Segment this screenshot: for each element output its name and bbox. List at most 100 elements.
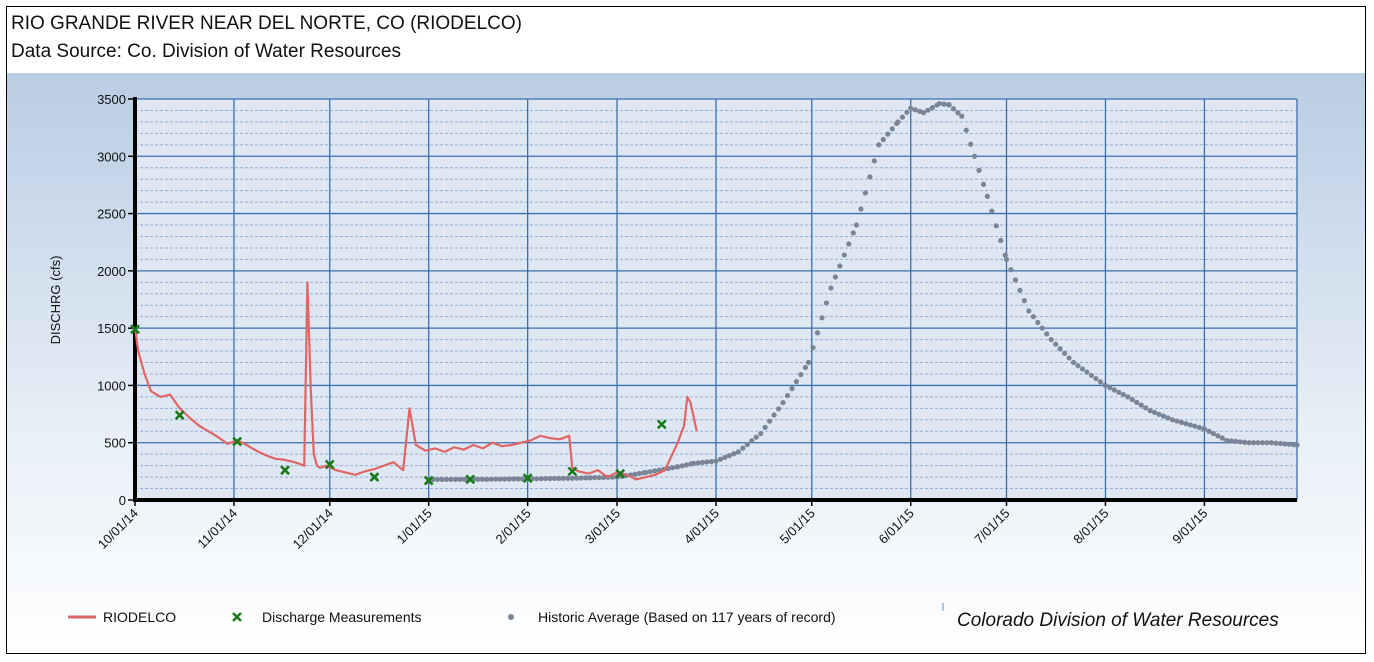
historic-average-point	[695, 460, 701, 466]
marker-stroke	[130, 324, 140, 335]
historic-average-point	[1107, 385, 1113, 391]
historic-average-point	[592, 475, 598, 481]
historic-average-point	[652, 468, 658, 474]
riodelco-line	[133, 281, 698, 481]
historic-average-point	[1026, 308, 1032, 314]
historic-average-point	[1116, 389, 1122, 395]
historic-average-point	[963, 127, 969, 133]
historic-average-point	[1160, 413, 1167, 419]
historic-average-point	[1147, 408, 1153, 414]
historic-average-point	[574, 475, 580, 481]
historic-average-point	[749, 438, 755, 444]
historic-average-point	[1277, 440, 1283, 447]
historic-average-point	[1002, 252, 1008, 258]
discharge-measurement-marker	[130, 324, 140, 335]
historic-average-point	[1228, 438, 1234, 444]
historic-average-point	[1097, 379, 1103, 385]
historic-average-point	[1125, 394, 1131, 400]
historic-average-point	[762, 424, 768, 430]
historic-average-point	[708, 458, 715, 465]
historic-average-point	[1044, 331, 1050, 337]
historic-average-point	[828, 285, 834, 291]
chart-subtitle: Data Source: Co. Division of Water Resou…	[11, 41, 402, 62]
historic-average-point	[551, 475, 558, 482]
historic-average-point	[435, 476, 441, 482]
historic-average-point	[647, 469, 653, 475]
historic-average-point	[837, 263, 843, 269]
historic-average-point	[1057, 346, 1063, 352]
historic-average-point	[784, 392, 791, 399]
y-axis-label: DISCHRG (cfs)	[48, 256, 63, 345]
historic-average-point	[853, 222, 860, 228]
historic-average-point	[858, 206, 864, 212]
historic-average-point	[484, 476, 490, 482]
historic-average-point	[1224, 437, 1230, 444]
marker-stroke	[423, 475, 434, 486]
historic-average-point	[895, 119, 901, 125]
historic-average-point	[789, 385, 795, 392]
historic-average-point	[1084, 369, 1090, 375]
y-tick-label: 0	[119, 493, 126, 508]
historic-average-point	[802, 364, 808, 371]
historic-average-point	[587, 475, 593, 481]
discharge-measurement-marker	[423, 475, 434, 486]
y-tick-label: 2500	[97, 207, 126, 222]
historic-average-point	[556, 475, 562, 482]
historic-average-point	[832, 274, 838, 280]
historic-average-point	[1268, 440, 1275, 446]
historic-average-point	[1156, 411, 1162, 417]
historic-average-point	[1053, 341, 1059, 347]
historic-average-point	[1255, 440, 1261, 446]
historic-average-point	[950, 106, 957, 112]
historic-average-point	[1178, 419, 1185, 425]
historic-average-point	[1215, 433, 1221, 439]
historic-average-point	[989, 208, 995, 214]
discharge-measurement-marker	[465, 474, 476, 485]
historic-average-point	[971, 153, 978, 159]
historic-average-point	[1012, 277, 1019, 283]
historic-average-point	[636, 470, 642, 477]
y-tick-label: 1500	[97, 321, 126, 336]
historic-average-point	[583, 475, 589, 481]
historic-average-point	[1134, 399, 1140, 405]
marker-stroke	[567, 466, 578, 477]
y-tick-label: 2000	[97, 264, 126, 279]
discharge-measurement-marker	[567, 466, 578, 477]
historic-average-point	[1062, 350, 1068, 356]
historic-average-point	[502, 476, 508, 482]
legend-measurements-label: Discharge Measurements	[262, 609, 422, 625]
historic-average-point	[717, 456, 724, 462]
marker-stroke	[174, 410, 185, 421]
historic-average-point	[846, 241, 852, 247]
marker-stroke	[615, 468, 626, 479]
historic-average-point	[841, 252, 847, 258]
discharge-measurement-marker	[232, 436, 243, 447]
historic-average-point	[814, 330, 821, 336]
historic-average-point	[1035, 319, 1041, 326]
historic-average-point	[850, 230, 856, 236]
discharge-measurement-marker	[522, 473, 533, 484]
historic-average-point	[452, 476, 459, 482]
historic-average-point	[1174, 418, 1180, 424]
historic-average-point	[506, 476, 512, 482]
historic-average-point	[1120, 391, 1126, 398]
historic-average-point	[1192, 423, 1198, 429]
historic-average-point	[1165, 415, 1171, 421]
historic-average-point	[876, 142, 882, 148]
historic-average-point	[904, 109, 910, 115]
marker-stroke	[522, 473, 533, 484]
discharge-measurement-marker	[324, 459, 335, 470]
historic-average-point	[643, 469, 649, 476]
historic-average-point	[1250, 440, 1257, 446]
legend-riodelco-label: RIODELCO	[103, 609, 176, 625]
marker-stroke	[656, 419, 667, 430]
historic-average-point	[955, 110, 961, 116]
marker-stroke	[465, 474, 476, 485]
historic-average-point	[547, 475, 553, 482]
historic-average-point	[980, 181, 987, 187]
historic-average-point	[632, 471, 638, 477]
historic-average-point	[448, 476, 454, 482]
historic-average-point	[908, 105, 914, 111]
historic-average-point	[704, 459, 710, 465]
historic-average-point	[920, 110, 927, 116]
